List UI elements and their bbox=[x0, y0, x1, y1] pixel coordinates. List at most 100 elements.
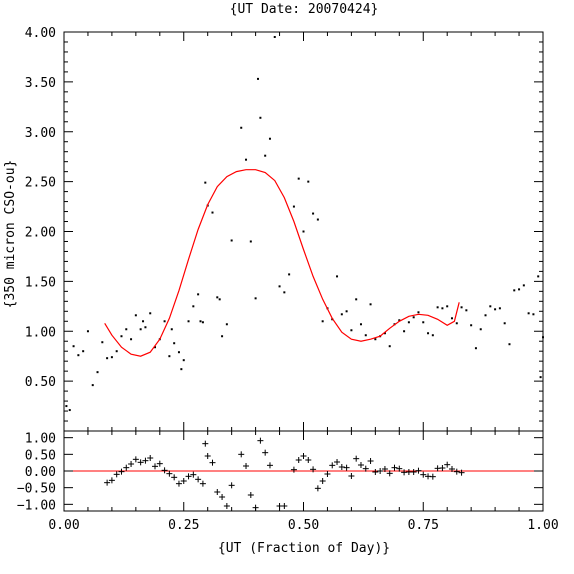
residual-point bbox=[108, 477, 115, 484]
data-point bbox=[197, 293, 200, 296]
data-point bbox=[130, 338, 133, 341]
residual-point bbox=[310, 466, 317, 473]
data-point bbox=[230, 239, 233, 242]
y-tick-label: 0.50 bbox=[25, 375, 56, 390]
residual-point bbox=[161, 467, 168, 474]
data-point bbox=[199, 320, 202, 323]
data-point bbox=[403, 330, 406, 333]
data-point bbox=[292, 205, 295, 208]
data-point bbox=[218, 298, 221, 301]
data-point bbox=[388, 345, 391, 348]
data-point bbox=[245, 158, 248, 161]
model-fit-line bbox=[104, 169, 460, 357]
data-point bbox=[170, 328, 173, 331]
data-point bbox=[417, 311, 420, 314]
residual-point bbox=[453, 468, 460, 475]
data-point bbox=[498, 307, 501, 310]
data-point bbox=[312, 212, 315, 215]
residual-point bbox=[386, 470, 393, 477]
main-y-axis: 0.50 1.00 1.50 2.00 2.50 3.00 3.50 4.00 bbox=[25, 26, 543, 422]
data-point bbox=[283, 291, 286, 294]
data-point bbox=[264, 154, 267, 157]
residual-point bbox=[290, 466, 297, 473]
data-point bbox=[503, 322, 506, 325]
x-tick-label: 1.00 bbox=[527, 518, 558, 533]
data-point bbox=[96, 371, 99, 374]
residual-point bbox=[266, 462, 273, 469]
data-point bbox=[268, 137, 271, 140]
main-panel: 0.50 1.00 1.50 2.00 2.50 3.00 3.50 4.00 {350 mi… bbox=[3, 26, 544, 432]
residual-point bbox=[458, 469, 465, 476]
data-point bbox=[187, 320, 190, 323]
data-point bbox=[204, 181, 207, 184]
y-tick-label: 2.50 bbox=[25, 176, 56, 191]
y-axis-label: {350 micron CSO-ou} bbox=[3, 160, 18, 309]
data-point bbox=[254, 297, 257, 300]
residual-point bbox=[305, 457, 312, 463]
data-point bbox=[340, 313, 343, 316]
data-point bbox=[436, 306, 439, 309]
data-point bbox=[446, 305, 449, 308]
data-point bbox=[359, 323, 362, 326]
residual-point bbox=[319, 478, 326, 484]
x-axis-label: {UT (Fraction of Day)} bbox=[218, 541, 390, 556]
data-point bbox=[527, 312, 530, 315]
data-point bbox=[345, 310, 348, 313]
residual-point bbox=[257, 437, 264, 444]
data-point bbox=[249, 240, 252, 243]
data-point bbox=[494, 308, 497, 311]
data-point bbox=[518, 288, 521, 291]
data-point bbox=[65, 405, 68, 408]
data-point bbox=[177, 351, 180, 354]
data-point bbox=[72, 345, 75, 348]
data-point bbox=[513, 289, 516, 292]
data-point bbox=[149, 312, 152, 315]
residual-y-tick-label: −0.50 bbox=[17, 482, 56, 497]
residual-point bbox=[410, 469, 417, 475]
data-point bbox=[489, 305, 492, 308]
residual-y-tick-label: 0.50 bbox=[25, 448, 56, 463]
residual-point bbox=[228, 482, 235, 489]
residual-point bbox=[372, 469, 379, 475]
residual-points bbox=[104, 437, 465, 511]
residual-point bbox=[128, 461, 135, 467]
y-tick-label: 4.00 bbox=[25, 26, 56, 41]
data-point bbox=[537, 275, 540, 278]
data-point bbox=[115, 350, 118, 353]
data-point bbox=[77, 354, 80, 357]
data-point bbox=[336, 275, 339, 278]
data-point bbox=[144, 326, 147, 329]
residual-point bbox=[348, 473, 355, 479]
data-point bbox=[201, 321, 204, 324]
residual-y-tick-label: 0.00 bbox=[25, 465, 56, 480]
residual-point bbox=[420, 471, 427, 478]
data-point bbox=[470, 324, 473, 327]
data-point bbox=[316, 218, 319, 221]
residual-point bbox=[238, 451, 245, 458]
data-point bbox=[192, 305, 195, 308]
data-point bbox=[82, 350, 85, 353]
residual-point bbox=[185, 473, 192, 480]
data-point bbox=[542, 336, 544, 339]
observed-points bbox=[65, 35, 544, 412]
residual-point bbox=[334, 459, 341, 465]
data-point bbox=[68, 409, 71, 412]
data-point bbox=[355, 298, 358, 301]
residual-point bbox=[415, 467, 422, 474]
x-tick-label: 0.50 bbox=[288, 518, 319, 533]
data-point bbox=[460, 306, 463, 309]
data-point bbox=[278, 285, 281, 288]
data-point bbox=[307, 180, 310, 183]
data-point bbox=[539, 376, 542, 379]
residual-point bbox=[252, 504, 259, 511]
y-tick-label: 1.00 bbox=[25, 325, 56, 340]
data-point bbox=[302, 230, 305, 233]
main-x-axis bbox=[63, 32, 544, 431]
residual-point bbox=[171, 474, 178, 481]
data-point bbox=[240, 126, 243, 129]
data-point bbox=[120, 335, 123, 338]
residual-point bbox=[367, 458, 374, 464]
residual-point bbox=[429, 473, 436, 480]
residual-point bbox=[353, 455, 360, 462]
y-tick-label: 2.00 bbox=[25, 226, 56, 241]
